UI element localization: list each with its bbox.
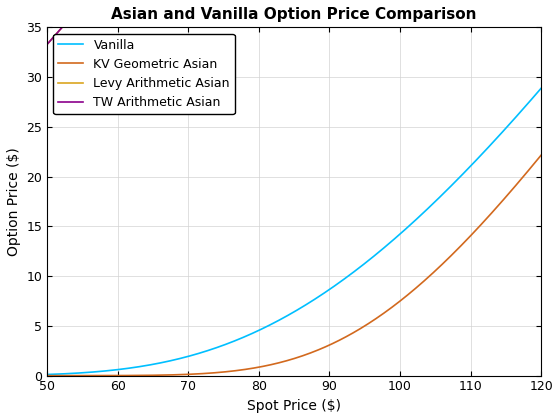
KV Geometric Asian [282, 359, 288, 364]
Vanilla [282, 315, 288, 320]
Line: KV Geometric Asian: KV Geometric Asian [47, 155, 541, 375]
Vanilla [278, 316, 285, 321]
KV Geometric Asian [278, 360, 285, 365]
Vanilla [44, 372, 50, 377]
TW Arithmetic Asian [44, 42, 50, 47]
KV Geometric Asian [538, 152, 544, 158]
Y-axis label: Option Price ($): Option Price ($) [7, 147, 21, 256]
X-axis label: Spot Price ($): Spot Price ($) [247, 399, 341, 413]
Levy Arithmetic Asian [44, 42, 50, 47]
Vanilla [526, 100, 533, 105]
KV Geometric Asian [44, 373, 50, 378]
Title: Asian and Vanilla Option Price Comparison: Asian and Vanilla Option Price Compariso… [111, 7, 477, 22]
Vanilla [538, 86, 544, 91]
Line: Levy Arithmetic Asian: Levy Arithmetic Asian [47, 0, 541, 44]
KV Geometric Asian [311, 349, 318, 354]
Vanilla [338, 278, 344, 284]
KV Geometric Asian [338, 337, 344, 342]
KV Geometric Asian [449, 252, 455, 257]
Line: TW Arithmetic Asian: TW Arithmetic Asian [47, 0, 541, 44]
Vanilla [449, 182, 455, 187]
Legend: Vanilla, KV Geometric Asian, Levy Arithmetic Asian, TW Arithmetic Asian: Vanilla, KV Geometric Asian, Levy Arithm… [54, 34, 235, 114]
Line: Vanilla: Vanilla [47, 88, 541, 375]
Vanilla [311, 297, 318, 302]
KV Geometric Asian [526, 167, 533, 172]
